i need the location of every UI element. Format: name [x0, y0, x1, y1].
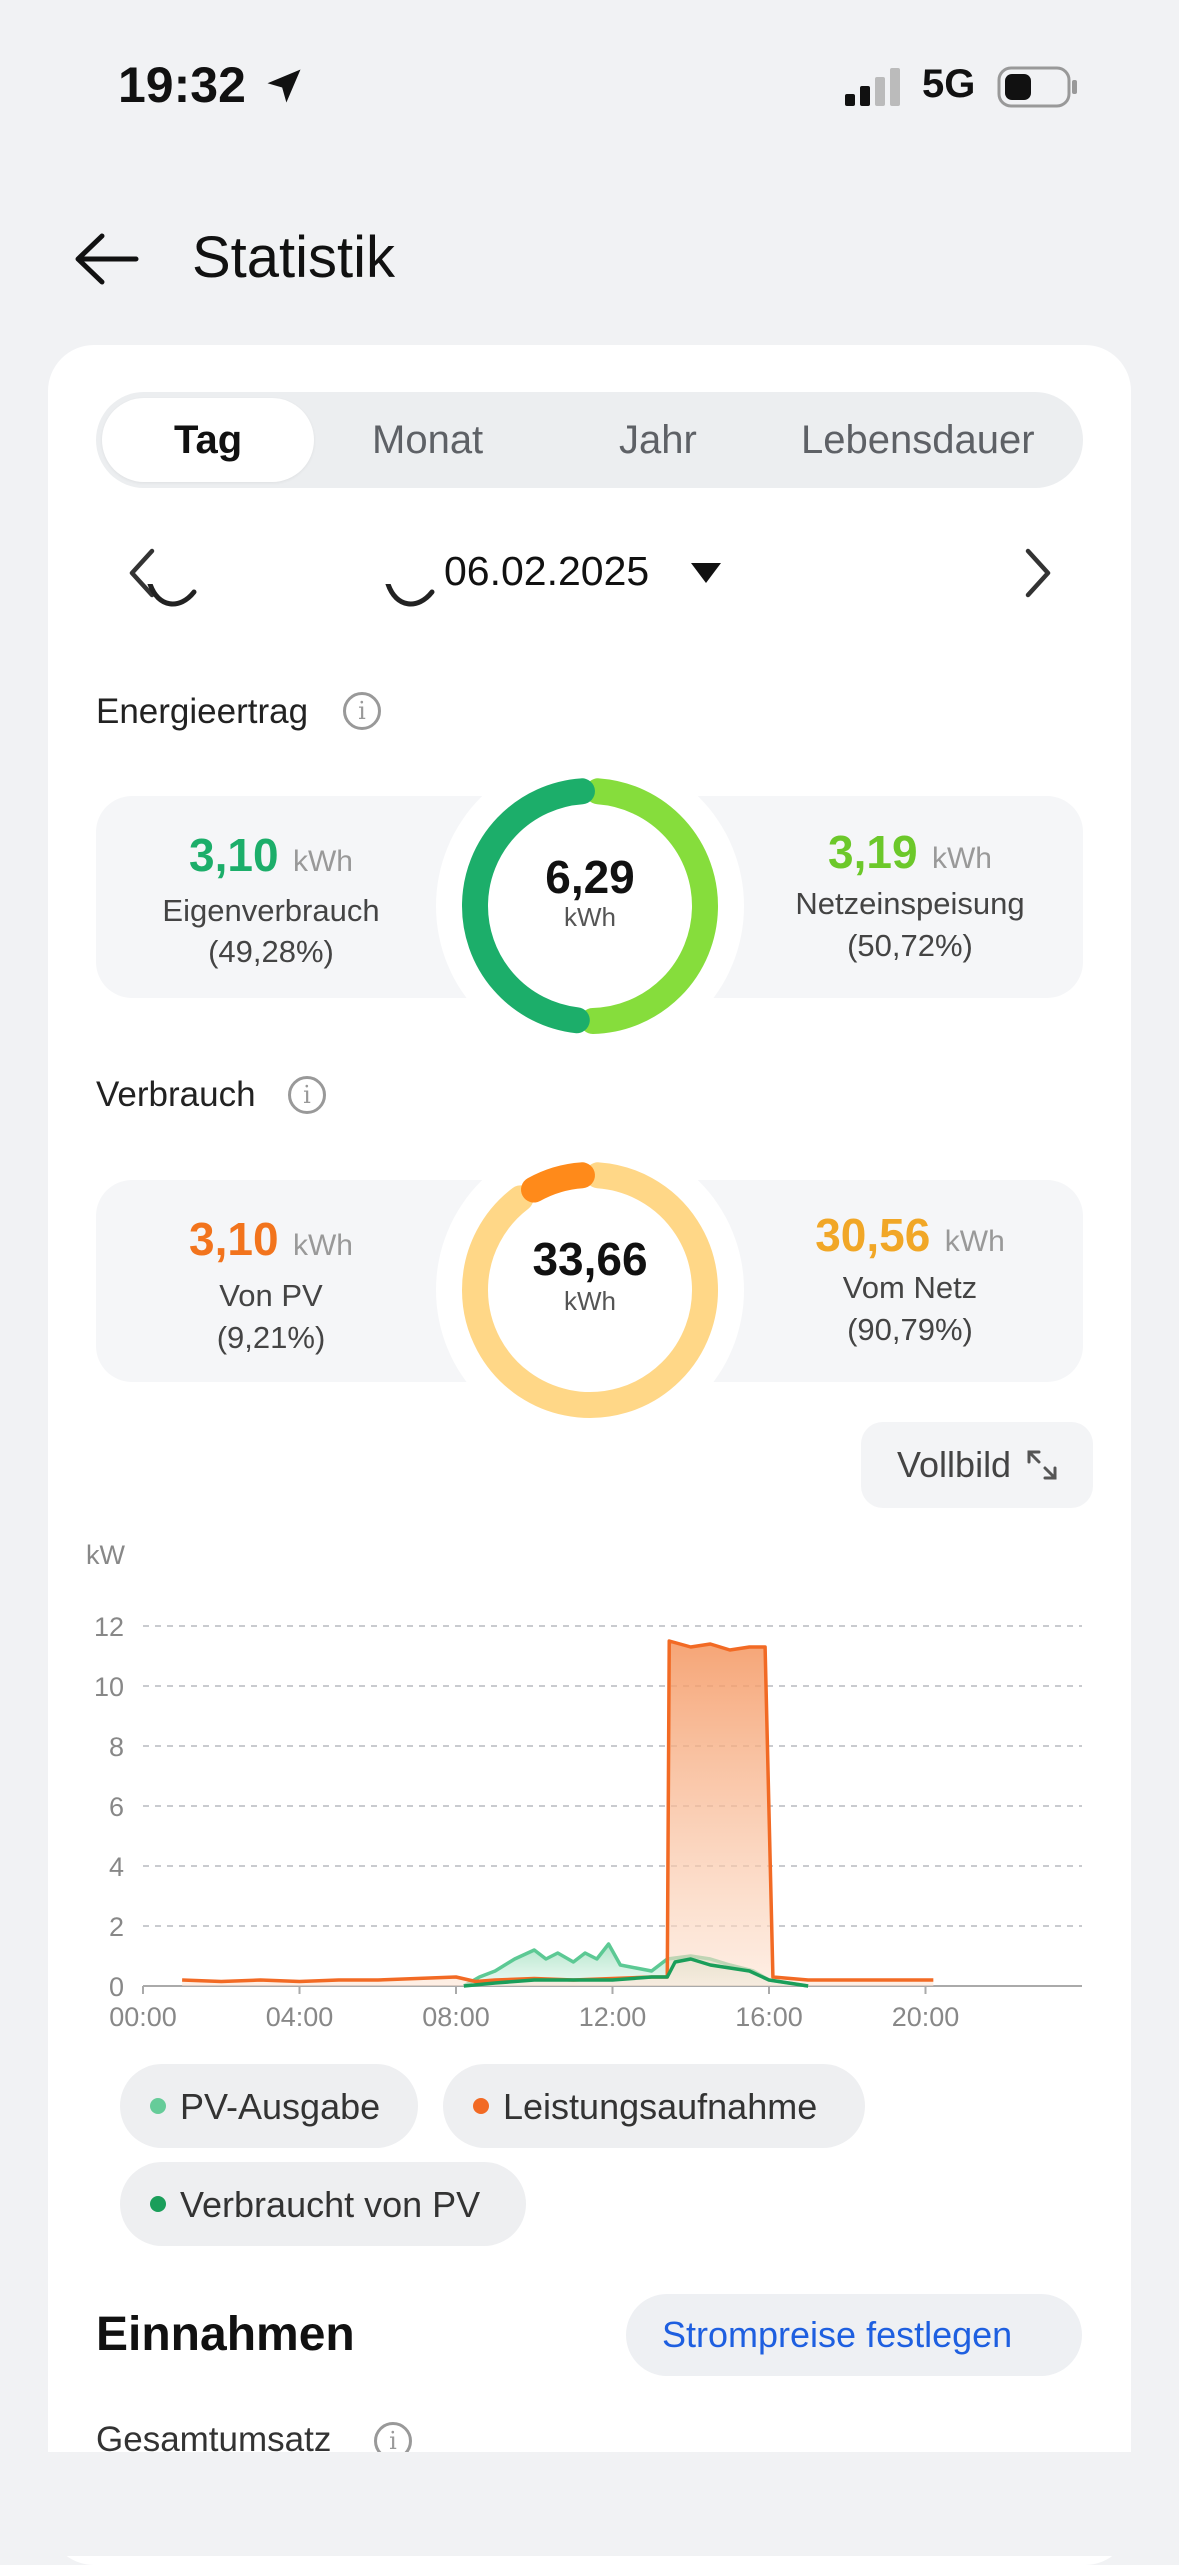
- legend-label: Verbraucht von PV: [180, 2184, 481, 2225]
- y-tick-label: 8: [109, 1732, 124, 1762]
- vom-netz-label: Vom Netz: [842, 1270, 978, 1305]
- legend-leistungsaufnahme[interactable]: Leistungsaufnahme: [443, 2064, 865, 2148]
- netzeinspeisung-label: Netzeinspeisung: [795, 886, 1025, 921]
- von-pv-value-row: 3,10 kWh: [96, 1212, 446, 1266]
- tab-jahr[interactable]: Jahr: [619, 418, 697, 462]
- verbrauch-total-unit: kWh: [564, 1286, 616, 1316]
- x-tick-label: 16:00: [735, 2002, 803, 2032]
- cellular-signal-icon: [845, 68, 905, 111]
- series-line-verbraucht-von-pv: [463, 1957, 809, 1988]
- expand-icon: [1027, 1450, 1057, 1480]
- eigenverbrauch-unit: kWh: [292, 845, 353, 878]
- y-axis-label: kW: [86, 1540, 126, 1570]
- legend-label: PV-Ausgabe: [180, 2086, 381, 2127]
- y-tick-label: 0: [109, 1972, 124, 2002]
- x-tick-label: 00:00: [109, 2002, 177, 2032]
- info-icon[interactable]: i: [343, 692, 381, 730]
- tab-tag[interactable]: Tag: [174, 418, 243, 462]
- energieertrag-donut: [462, 778, 718, 1034]
- legend-dot: [150, 2196, 166, 2212]
- y-tick-label: 2: [109, 1912, 124, 1942]
- x-tick-label: 20:00: [892, 2002, 960, 2032]
- verbrauch-label: Verbrauch: [96, 1075, 256, 1114]
- donut-segment-right: [579, 778, 718, 1034]
- von-pv-unit: kWh: [292, 1229, 353, 1262]
- legend-dot: [150, 2098, 166, 2114]
- y-tick-label: 12: [94, 1612, 124, 1642]
- von-pv-value: 3,10: [189, 1213, 279, 1265]
- vom-netz-value-row: 30,56 kWh: [735, 1208, 1085, 1262]
- x-tick-label: 08:00: [422, 2002, 490, 2032]
- legend-dot: [473, 2098, 489, 2114]
- segment-selected-indicator: [102, 398, 314, 482]
- tab-lebensdauer[interactable]: Lebensdauer: [801, 418, 1035, 462]
- y-tick-label: 10: [94, 1672, 124, 1702]
- next-date-chevron-icon[interactable]: [1018, 545, 1058, 606]
- status-time: 19:32: [118, 57, 246, 113]
- caret-down-icon[interactable]: [690, 562, 722, 589]
- donut-segment-left: [462, 778, 595, 1034]
- y-tick-label: 6: [109, 1792, 124, 1822]
- vollbild-label: Vollbild: [897, 1444, 1012, 1485]
- back-arrow-icon[interactable]: [72, 228, 142, 295]
- donut-segment-left: [520, 1162, 595, 1203]
- donut-segment-right: [462, 1162, 718, 1418]
- eigenverbrauch-percent: (49,28%): [208, 934, 334, 969]
- previous-date-chevron-icon[interactable]: [122, 545, 162, 606]
- eigenverbrauch-label: Eigenverbrauch: [162, 893, 380, 928]
- energieertrag-label: Energieertrag: [96, 692, 309, 731]
- vom-netz-value: 30,56: [815, 1209, 931, 1261]
- von-pv-label: Von PV: [219, 1278, 323, 1313]
- einnahmen-title: Einnahmen: [96, 2308, 355, 2361]
- strompreise-label: Strompreise festlegen: [662, 2314, 1013, 2355]
- tab-monat[interactable]: Monat: [372, 418, 484, 462]
- vollbild-button[interactable]: Vollbild: [861, 1422, 1093, 1508]
- verbrauch-donut: [462, 1162, 718, 1418]
- verbrauch-total: 33,66: [532, 1233, 648, 1285]
- network-type: 5G: [922, 62, 976, 106]
- date-selector[interactable]: 06.02.2025: [444, 548, 650, 594]
- legend-pv-ausgabe[interactable]: PV-Ausgabe: [120, 2064, 418, 2148]
- strompreise-festlegen-button[interactable]: Strompreise festlegen: [626, 2294, 1082, 2376]
- scrolled-text-fragment: [128, 584, 458, 620]
- von-pv-percent: (9,21%): [216, 1320, 326, 1355]
- power-chart: kW 0 2 4 6 8 10 12 00:00 04:00 08:00 12:00 16:00 20:0…: [86, 1540, 1082, 2032]
- vom-netz-percent: (90,79%): [847, 1312, 973, 1347]
- netzeinspeisung-value-row: 3,19 kWh: [735, 825, 1085, 879]
- vom-netz-unit: kWh: [944, 1225, 1005, 1258]
- netzeinspeisung-percent: (50,72%): [847, 928, 973, 963]
- bottom-background: [0, 2452, 1179, 2556]
- legend-verbraucht-von-pv[interactable]: Verbraucht von PV: [120, 2162, 526, 2246]
- series-area-leistungsaufnahme: [182, 1641, 934, 1986]
- netzeinspeisung-value: 3,19: [828, 826, 918, 878]
- x-tick-label: 12:00: [579, 2002, 647, 2032]
- x-tick-label: 04:00: [266, 2002, 334, 2032]
- eigenverbrauch-value: 3,10: [189, 829, 279, 881]
- battery-icon: [997, 66, 1079, 113]
- info-icon[interactable]: i: [288, 1076, 326, 1114]
- energieertrag-total: 6,29: [545, 851, 635, 903]
- netzeinspeisung-unit: kWh: [931, 842, 992, 875]
- legend-label: Leistungsaufnahme: [503, 2086, 818, 2127]
- energieertrag-total-unit: kWh: [564, 902, 616, 932]
- eigenverbrauch-value-row: 3,10 kWh: [96, 828, 446, 882]
- page-title: Statistik: [192, 225, 396, 290]
- location-arrow-icon: [262, 64, 306, 113]
- y-tick-label: 4: [109, 1852, 124, 1882]
- series-line-leistungsaufnahme: [182, 1639, 934, 1984]
